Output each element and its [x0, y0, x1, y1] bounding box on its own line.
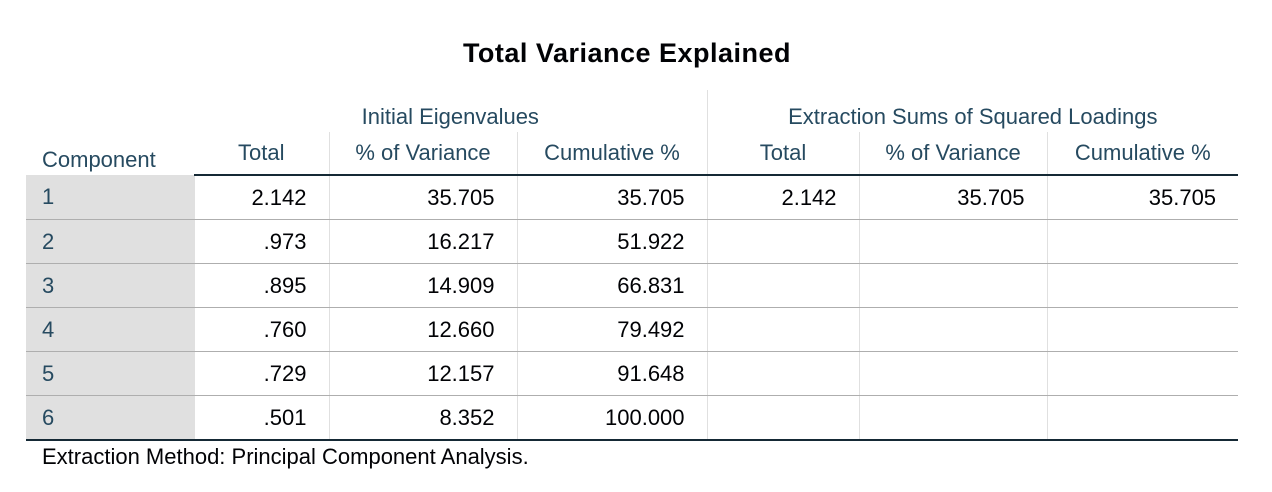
column-header-extraction-cumulative: Cumulative %	[1046, 132, 1239, 176]
extraction-total-cell	[706, 307, 860, 352]
extraction-total-cell	[706, 395, 860, 441]
group-header-row: Component Initial Eigenvalues Extraction…	[26, 90, 1239, 172]
table-footnote: Extraction Method: Principal Component A…	[42, 444, 529, 469]
initial-pct-variance-cell: 35.705	[328, 175, 517, 220]
initial-cumulative-cell: 79.492	[516, 307, 708, 352]
table-row: 3 .895 14.909 66.831	[26, 263, 1239, 308]
extraction-total-cell: 2.142	[706, 175, 860, 220]
column-header-initial-pct-variance: % of Variance	[328, 132, 517, 176]
extraction-cumulative-cell: 35.705	[1046, 175, 1239, 220]
extraction-cumulative-cell	[1046, 395, 1239, 441]
extraction-cumulative-cell	[1046, 219, 1239, 264]
initial-pct-variance-cell: 16.217	[328, 219, 517, 264]
variance-table: Component Initial Eigenvalues Extraction…	[26, 90, 1239, 441]
component-cell: 1	[26, 175, 194, 220]
initial-total-cell: .973	[193, 219, 329, 264]
initial-pct-variance-cell: 12.660	[328, 307, 517, 352]
extraction-total-cell	[706, 351, 860, 396]
initial-cumulative-cell: 100.000	[516, 395, 708, 441]
table-row: 6 .501 8.352 100.000	[26, 395, 1239, 441]
column-header-extraction-total: Total	[706, 132, 860, 176]
initial-cumulative-cell: 66.831	[516, 263, 708, 308]
initial-total-cell: .760	[193, 307, 329, 352]
extraction-cumulative-cell	[1046, 263, 1239, 308]
extraction-pct-variance-cell	[858, 351, 1048, 396]
column-header-extraction-pct-variance: % of Variance	[858, 132, 1048, 176]
component-cell: 6	[26, 395, 194, 441]
table-row: 4 .760 12.660 79.492	[26, 307, 1239, 352]
table-row: 5 .729 12.157 91.648	[26, 351, 1239, 396]
initial-total-cell: .895	[193, 263, 329, 308]
group-header-extraction-loadings: Extraction Sums of Squared Loadings	[706, 90, 1239, 132]
initial-total-cell: .729	[193, 351, 329, 396]
extraction-total-cell	[706, 263, 860, 308]
initial-total-cell: .501	[193, 395, 329, 441]
extraction-cumulative-cell	[1046, 351, 1239, 396]
component-cell: 4	[26, 307, 194, 352]
initial-total-cell: 2.142	[193, 175, 329, 220]
initial-pct-variance-cell: 12.157	[328, 351, 517, 396]
initial-cumulative-cell: 35.705	[516, 175, 708, 220]
group-header-initial-eigenvalues: Initial Eigenvalues	[361, 104, 539, 129]
extraction-pct-variance-cell	[858, 307, 1048, 352]
column-header-initial-total: Total	[194, 132, 329, 176]
component-cell: 2	[26, 219, 194, 264]
column-header-initial-cumulative: Cumulative %	[516, 132, 708, 176]
extraction-pct-variance-cell	[858, 263, 1048, 308]
initial-cumulative-cell: 91.648	[516, 351, 708, 396]
initial-pct-variance-cell: 14.909	[328, 263, 517, 308]
table-row: 1 2.142 35.705 35.705 2.142 35.705 35.70…	[26, 175, 1239, 220]
component-cell: 5	[26, 351, 194, 396]
component-cell: 3	[26, 263, 194, 308]
extraction-pct-variance-cell	[858, 219, 1048, 264]
initial-cumulative-cell: 51.922	[516, 219, 708, 264]
extraction-cumulative-cell	[1046, 307, 1239, 352]
initial-pct-variance-cell: 8.352	[328, 395, 517, 441]
table-row: 2 .973 16.217 51.922	[26, 219, 1239, 264]
extraction-pct-variance-cell: 35.705	[858, 175, 1048, 220]
table-title: Total Variance Explained	[462, 38, 792, 68]
column-header-row: Total % of Variance Cumulative % Total %…	[26, 132, 1239, 176]
extraction-pct-variance-cell	[858, 395, 1048, 441]
component-header: Component	[42, 147, 156, 172]
extraction-total-cell	[706, 219, 860, 264]
